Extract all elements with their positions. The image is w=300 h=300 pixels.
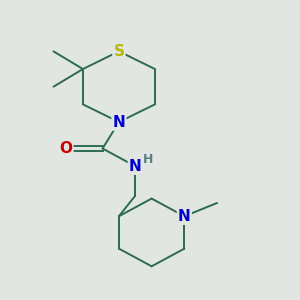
- Text: N: N: [129, 159, 142, 174]
- Text: N: N: [112, 115, 125, 130]
- Text: N: N: [178, 209, 191, 224]
- Text: H: H: [142, 153, 153, 166]
- Text: S: S: [113, 44, 124, 59]
- Text: O: O: [59, 141, 72, 156]
